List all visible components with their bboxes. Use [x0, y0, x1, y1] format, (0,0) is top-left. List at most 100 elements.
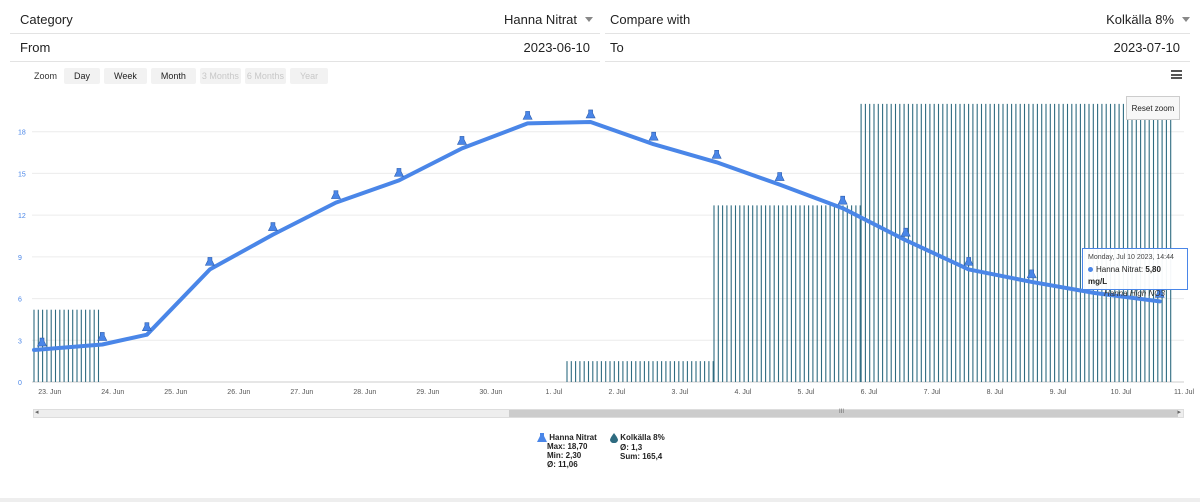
chart-tooltip: Monday, Jul 10 2023, 14:44 Hanna Nitrat:… [1082, 248, 1188, 298]
x-tick-label: 9. Jul [1050, 389, 1067, 396]
legend-max: Max: 18,70 [547, 442, 588, 452]
legend-avg: Ø: 1,3 [620, 443, 643, 452]
x-tick-label: 4. Jul [735, 389, 752, 396]
x-tick-label: 26. Jun [227, 389, 250, 396]
tooltip-date: Monday, Jul 10 2023, 14:44 [1088, 254, 1174, 261]
flask-marker-icon [585, 109, 596, 119]
zoom-6months-button: 6 Months [244, 68, 286, 84]
x-tick-label: 11. Jul [1174, 389, 1195, 396]
x-tick-label: 29. Jun [416, 389, 439, 396]
category-row: Category Hanna Nitrat [20, 5, 593, 33]
x-tick-label: 23. Jun [38, 389, 61, 396]
zoom-month-button[interactable]: Month [150, 68, 196, 84]
y-tick-label: 12 [18, 213, 26, 220]
y-tick-label: 18 [18, 130, 26, 137]
divider [605, 33, 1190, 34]
legend-series-name: Kolkälla 8% [620, 433, 665, 443]
tooltip-sub: Hanna High NO3 [1104, 289, 1165, 298]
zoom-3months-button: 3 Months [199, 68, 241, 84]
category-value: Hanna Nitrat [504, 11, 577, 27]
nitrate-series-line [32, 120, 1162, 352]
x-axis-ticks: 23. Jun 24. Jun 25. Jun 26. Jun 27. Jun 28. J… [38, 389, 1194, 396]
chevron-down-icon [1182, 16, 1190, 22]
tooltip-series-row: Hanna Nitrat: 5,80 mg/L [1088, 264, 1182, 288]
x-tick-label: 25. Jun [164, 389, 187, 396]
compare-select[interactable]: Kolkälla 8% [1106, 12, 1190, 27]
y-tick-label: 15 [18, 171, 26, 178]
grid [32, 131, 1184, 383]
divider [605, 61, 1190, 62]
legend-sum: Sum: 165,4 [620, 452, 663, 461]
legend-series-name: Hanna Nitrat [549, 433, 597, 442]
zoom-week-button[interactable]: Week [104, 68, 147, 84]
scrollbar-thumb[interactable] [509, 410, 1178, 417]
flask-marker-icon [141, 322, 152, 332]
reset-zoom-button[interactable]: Reset zoom [1126, 96, 1180, 120]
footer-divider [0, 498, 1200, 502]
legend-hanna-nitrat[interactable]: Hanna Nitrat Max: 18,70 Min: 2,30 Ø: 11,… [537, 433, 597, 469]
from-label: From [20, 39, 51, 55]
flask-marker-icon [774, 172, 785, 181]
y-tick-label: 3 [18, 338, 22, 345]
chevron-down-icon [585, 16, 593, 22]
from-row: From 2023-06-10 [20, 33, 590, 61]
kolkalla-bars [33, 103, 1172, 382]
flask-icon [537, 433, 547, 443]
nitrate-markers [37, 109, 1165, 347]
flask-marker-icon [900, 227, 911, 237]
y-axis-ticks: 0 3 6 9 12 15 18 [18, 130, 26, 387]
flask-marker-icon [37, 337, 47, 347]
y-tick-label: 9 [18, 255, 22, 262]
to-label: To [610, 39, 624, 55]
zoom-day-button[interactable]: Day [64, 68, 101, 84]
x-tick-label: 27. Jun [290, 389, 313, 396]
x-tick-label: 10. Jul [1111, 389, 1132, 396]
tooltip-series: Hanna Nitrat: [1096, 265, 1144, 274]
flask-marker-icon [456, 136, 467, 145]
zoom-year-button: Year [289, 68, 329, 84]
legend-kolkalla[interactable]: Kolkälla 8% Ø: 1,3 Sum: 165,4 [610, 433, 665, 461]
category-select[interactable]: Hanna Nitrat [504, 12, 593, 27]
drop-icon [610, 433, 618, 444]
flask-marker-icon [837, 195, 848, 205]
x-tick-label: 2. Jul [609, 389, 626, 396]
legend-avg: Ø: 11,06 [547, 460, 578, 470]
flask-marker-icon [648, 131, 659, 141]
hamburger-menu-icon[interactable] [1171, 70, 1182, 79]
zoom-label: Zoom [34, 71, 58, 81]
zoom-bar: Zoom Day Week Month 3 Months 6 Months Ye… [34, 68, 329, 84]
tooltip-value: 5,80 mg/L [1088, 265, 1161, 286]
x-tick-label: 6. Jul [861, 389, 878, 396]
flask-marker-icon [330, 190, 341, 199]
x-tick-label: 8. Jul [987, 389, 1004, 396]
nitrate-line [32, 120, 1162, 352]
series-dot-icon [1088, 267, 1093, 272]
scroll-left-arrow-icon[interactable]: ◂ [35, 409, 39, 416]
x-tick-label: 30. Jun [479, 389, 502, 396]
flask-marker-icon [522, 111, 533, 120]
x-tick-label: 3. Jul [672, 389, 689, 396]
y-tick-label: 0 [18, 380, 22, 387]
y-tick-label: 6 [18, 297, 22, 304]
scrollbar-grip-icon: III [839, 409, 845, 415]
flask-marker-icon [1026, 269, 1037, 279]
flask-marker-icon [711, 150, 722, 159]
chart-scrollbar[interactable]: ◂ III ▸ [33, 409, 1184, 418]
legend-min: Min: 2,30 [547, 451, 582, 461]
to-row: To 2023-07-10 [610, 33, 1180, 61]
x-tick-label: 28. Jun [353, 389, 376, 396]
compare-value: Kolkälla 8% [1106, 11, 1174, 27]
to-date-input[interactable]: 2023-07-10 [1113, 39, 1181, 55]
flask-marker-icon [267, 222, 278, 231]
compare-row: Compare with Kolkälla 8% [610, 5, 1190, 33]
scroll-right-arrow-icon[interactable]: ▸ [1177, 409, 1181, 416]
flask-marker-icon [204, 257, 215, 266]
flask-marker-icon [97, 332, 108, 341]
flask-marker-icon [963, 257, 974, 266]
category-label: Category [20, 11, 73, 27]
divider [10, 61, 600, 62]
from-date-input[interactable]: 2023-06-10 [523, 39, 591, 55]
x-tick-label: 24. Jun [101, 389, 124, 396]
x-tick-label: 1. Jul [545, 389, 562, 396]
